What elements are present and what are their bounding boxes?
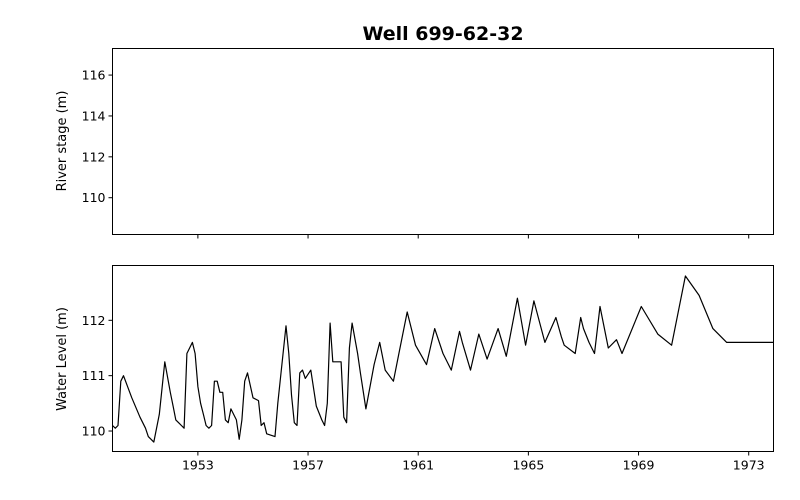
water-level-x-tick-label: 1965 xyxy=(512,458,544,473)
river-stage-y-tick-label: 110 xyxy=(82,190,106,205)
water-level-y-tick-label: 112 xyxy=(82,313,106,328)
river-stage-y-label: River stage (m) xyxy=(55,91,70,192)
water-level-y-tick-label: 110 xyxy=(82,424,106,439)
river-stage-y-tick-label: 114 xyxy=(82,108,106,123)
river-stage-y-tick-label: 116 xyxy=(82,68,106,83)
water-level-y-tick-label: 111 xyxy=(82,368,106,383)
chart-title: Well 699-62-32 xyxy=(362,23,523,45)
water-level-x-tick-label: 1957 xyxy=(292,458,324,473)
river-stage-y-tick-label: 112 xyxy=(82,149,106,164)
river-stage-y-ticks: 110 112 114 116 xyxy=(82,68,113,205)
water-level-y-ticks: 110 111 112 xyxy=(82,313,113,439)
water-level-x-tick-label: 1973 xyxy=(733,458,765,473)
river-stage-panel: 110 112 114 116 River stage (m) xyxy=(55,48,774,239)
water-level-x-tick-label: 1953 xyxy=(182,458,214,473)
water-level-panel: 110 111 112 1953 1957 1961 1965 1969 1973 Water… xyxy=(55,265,774,473)
river-stage-x-ticks xyxy=(197,234,750,239)
water-level-y-label: Water Level (m) xyxy=(55,307,70,411)
water-level-axes-frame xyxy=(112,265,774,452)
water-level-x-tick-label: 1961 xyxy=(402,458,434,473)
water-level-x-ticks: 1953 1957 1961 1965 1969 1973 xyxy=(182,451,765,473)
water-level-series-line xyxy=(112,275,774,443)
water-level-x-tick-label: 1969 xyxy=(623,458,655,473)
river-stage-axes-frame xyxy=(112,48,774,235)
